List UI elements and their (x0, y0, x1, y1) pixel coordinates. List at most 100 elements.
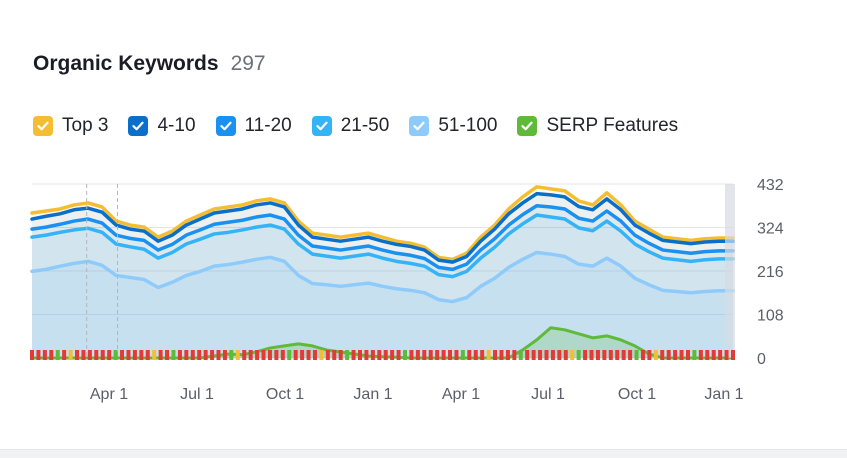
legend-label: SERP Features (546, 115, 679, 136)
serp-event-marker (557, 350, 562, 360)
serp-event-marker (518, 350, 523, 360)
serp-event-marker (505, 350, 510, 360)
serp-event-marker (139, 350, 144, 360)
serp-event-marker (68, 350, 73, 360)
serp-event-marker (216, 350, 221, 360)
serp-event-marker (197, 350, 202, 360)
serp-event-marker (345, 350, 350, 360)
serp-event-marker (338, 350, 343, 360)
legend-item-21-50[interactable]: 21-50 (311, 115, 390, 137)
serp-event-marker (100, 350, 105, 360)
serp-event-marker (486, 350, 491, 360)
serp-event-marker (248, 350, 253, 360)
serp-event-marker (705, 350, 710, 360)
series-area-4 (32, 252, 733, 358)
legend-item-serp-features[interactable]: SERP Features (517, 115, 678, 137)
serp-event-marker (480, 350, 485, 360)
series-line-top-3 (30, 185, 735, 262)
serp-event-marker (666, 350, 671, 360)
serp-event-marker (300, 350, 305, 360)
keywords-area-chart: 0 108 216 324 432 Apr 1 Jul 1 Oct 1 Jan 1 Apr 1 Ju… (30, 177, 784, 403)
footer-divider (0, 449, 847, 458)
serp-event-marker (113, 350, 118, 360)
checkbox-checked-icon[interactable] (409, 116, 430, 136)
legend-label: 11-20 (244, 115, 292, 136)
widget-title: Organic Keywords (33, 52, 219, 75)
serp-event-marker (685, 350, 690, 360)
serp-event-marker (634, 350, 639, 360)
x-tick-label: Jan 1 (353, 386, 392, 403)
legend-item-11-20[interactable]: 11-20 (215, 115, 292, 137)
y-tick-label: 324 (757, 221, 784, 238)
serp-event-marker (377, 350, 382, 360)
serp-event-marker (673, 350, 678, 360)
range-edge-handle (725, 184, 735, 358)
serp-event-marker (94, 350, 99, 360)
legend-item-top-3[interactable]: Top 3 (33, 115, 108, 137)
serp-event-marker (42, 350, 47, 360)
serp-event-marker (165, 350, 170, 360)
series-line-4-10 (30, 191, 735, 264)
serp-event-marker (570, 350, 575, 360)
serp-event-marker (145, 350, 150, 360)
serp-event-marker (177, 350, 182, 360)
checkbox-checked-icon[interactable] (33, 116, 53, 136)
serp-event-marker (428, 350, 433, 360)
x-tick-label: Apr 1 (442, 386, 480, 403)
series-area-2 (32, 205, 733, 358)
serp-event-marker (351, 350, 356, 360)
serp-event-marker (325, 350, 330, 360)
serp-event-marker (731, 350, 735, 360)
serp-event-marker (422, 350, 427, 360)
serp-event-marker (312, 350, 317, 360)
serp-event-marker (454, 350, 459, 360)
serp-event-marker (267, 350, 272, 360)
serp-event-marker (370, 350, 375, 360)
legend-label: Top 3 (62, 115, 109, 136)
serp-event-marker (679, 350, 684, 360)
serp-event-marker (107, 350, 112, 360)
checkbox-checked-icon[interactable] (311, 116, 332, 136)
serp-event-marker (403, 350, 408, 360)
serp-event-marker (563, 350, 568, 360)
serp-event-marker (640, 350, 645, 360)
serp-event-marker (473, 350, 478, 360)
legend-label: 51-100 (438, 115, 498, 136)
checkbox-checked-icon[interactable] (215, 116, 236, 136)
checkbox-checked-icon[interactable] (128, 116, 149, 136)
serp-event-marker (525, 350, 530, 360)
legend-label: 4-10 (157, 115, 196, 136)
serp-event-marker (280, 350, 285, 360)
serp-event-marker (171, 350, 176, 360)
serp-event-marker (698, 350, 703, 360)
serp-event-marker (81, 350, 86, 360)
serp-event-marker (718, 350, 723, 360)
serp-event-marker (531, 350, 536, 360)
serp-event-marker (628, 350, 633, 360)
x-tick-label: Oct 1 (266, 386, 304, 403)
serp-event-marker (261, 350, 266, 360)
serp-event-marker (583, 350, 588, 360)
chart-legend: Top 3 4-10 11-20 21-50 51-100 SERP Features (33, 115, 698, 137)
checkbox-checked-icon[interactable] (517, 116, 538, 136)
serp-event-marker (152, 350, 157, 360)
serp-event-marker (49, 350, 54, 360)
serp-event-marker (493, 350, 498, 360)
legend-item-4-10[interactable]: 4-10 (128, 115, 196, 137)
serp-event-marker (184, 350, 189, 360)
series-area-0 (32, 186, 733, 358)
series-line-11-20 (30, 204, 735, 272)
serp-event-marker (415, 350, 420, 360)
serp-event-marker (724, 350, 729, 360)
serp-event-marker (126, 350, 131, 360)
serp-event-marker (306, 350, 311, 360)
serp-event-marker (87, 350, 92, 360)
y-tick-label: 432 (757, 177, 784, 194)
serp-event-marker (229, 350, 234, 360)
legend-label: 21-50 (340, 115, 390, 136)
serp-event-marker (210, 350, 215, 360)
serp-event-marker (435, 350, 440, 360)
legend-item-51-100[interactable]: 51-100 (409, 115, 497, 137)
serp-event-marker (293, 350, 298, 360)
serp-event-marker (711, 350, 716, 360)
